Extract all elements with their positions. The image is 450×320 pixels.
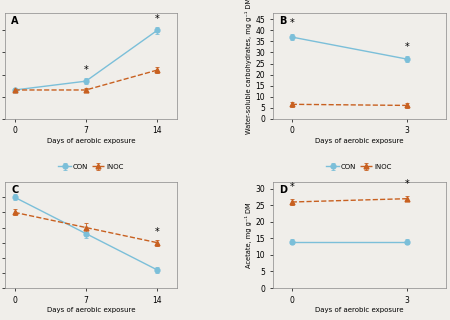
X-axis label: Days of aerobic exposure: Days of aerobic exposure [315, 138, 403, 144]
Text: D: D [279, 185, 288, 195]
X-axis label: Days of aerobic exposure: Days of aerobic exposure [47, 138, 135, 144]
Text: *: * [155, 14, 159, 24]
Text: A: A [11, 16, 19, 26]
Legend: CON, INOC: CON, INOC [326, 163, 392, 170]
Legend: CON, INOC: CON, INOC [58, 163, 124, 170]
Text: B: B [279, 16, 287, 26]
Text: *: * [84, 65, 88, 75]
Text: *: * [289, 18, 294, 28]
X-axis label: Days of aerobic exposure: Days of aerobic exposure [315, 308, 403, 313]
Y-axis label: Acetate, mg g⁻¹ DM: Acetate, mg g⁻¹ DM [245, 202, 252, 268]
Text: *: * [289, 182, 294, 192]
Text: *: * [405, 43, 410, 52]
Text: *: * [405, 179, 410, 189]
Y-axis label: Water-soluble carbohydrates, mg g⁻¹ DM: Water-soluble carbohydrates, mg g⁻¹ DM [245, 0, 252, 134]
Text: *: * [155, 227, 159, 236]
X-axis label: Days of aerobic exposure: Days of aerobic exposure [47, 308, 135, 313]
Text: C: C [11, 185, 18, 195]
